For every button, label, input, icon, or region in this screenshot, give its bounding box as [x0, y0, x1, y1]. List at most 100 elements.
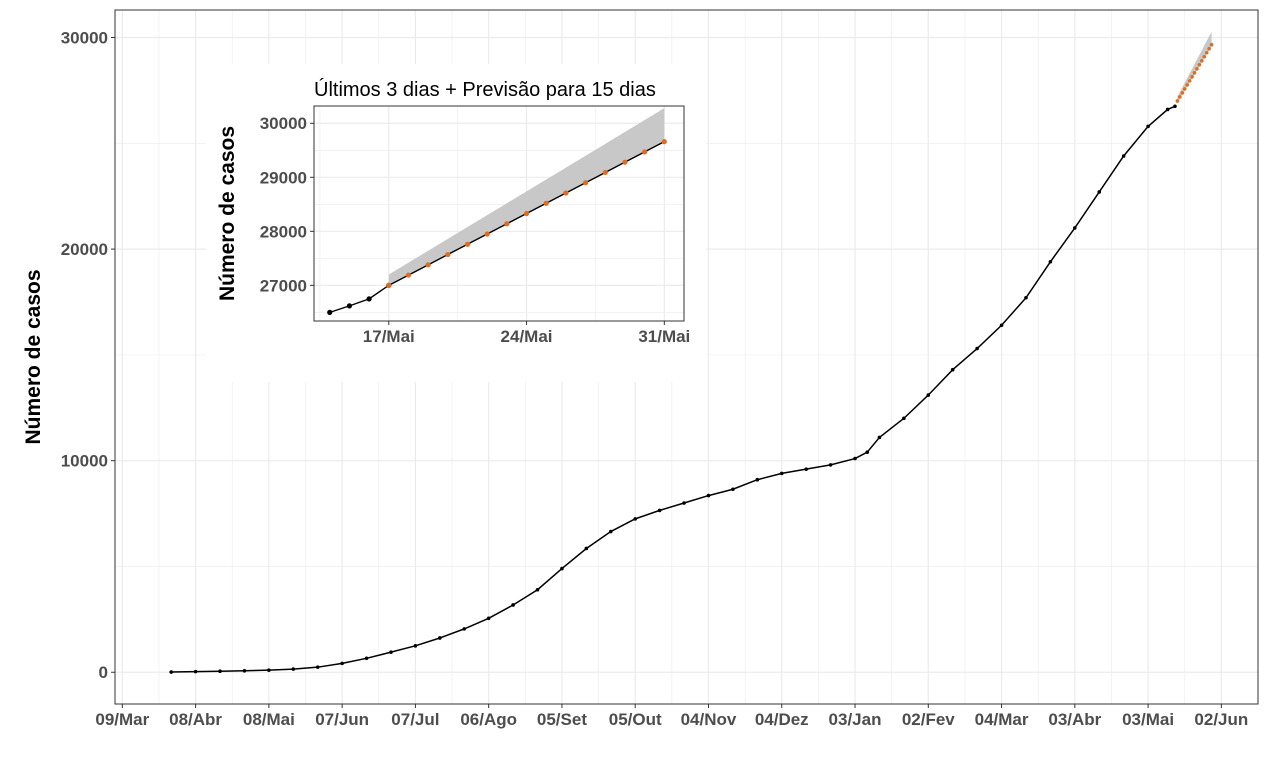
main-x-tick-label: 09/Mar	[95, 710, 149, 729]
main-observed-point	[975, 346, 979, 351]
main-forecast-point	[1175, 99, 1180, 103]
main-observed-point	[584, 546, 589, 551]
main-observed-point	[779, 471, 784, 476]
inset-y-tick-label: 30000	[260, 114, 307, 133]
inset-forecast-point	[504, 221, 510, 227]
main-observed-point	[364, 656, 369, 661]
main-y-tick-label: 0	[99, 663, 108, 682]
main-x-tick-label: 03/Mai	[1122, 710, 1174, 729]
main-forecast-point	[1192, 71, 1197, 75]
main-observed-point	[706, 493, 711, 498]
inset-forecast-point	[425, 262, 431, 268]
inset-forecast-point	[602, 169, 608, 176]
inset-forecast-point	[661, 139, 667, 145]
inset-forecast-point	[582, 180, 589, 186]
main-observed-point	[193, 669, 198, 674]
main-observed-point	[535, 587, 540, 592]
main-observed-point	[731, 487, 735, 492]
inset-x-tick-label: 31/Mai	[638, 327, 690, 346]
inset-forecast-point	[464, 241, 471, 247]
main-x-tick-label: 03/Jan	[829, 710, 882, 729]
main-observed-point	[389, 650, 393, 654]
main-forecast-point	[1200, 58, 1204, 63]
inset-y-tick-label: 29000	[260, 168, 307, 187]
main-x-tick-label: 07/Jun	[315, 710, 369, 729]
main-x-tick-label: 02/Fev	[902, 710, 955, 729]
main-y-tick-label: 30000	[61, 28, 108, 47]
inset-forecast-point	[563, 190, 569, 196]
main-forecast-point	[1180, 91, 1185, 95]
main-forecast-point	[1195, 67, 1199, 71]
inset-forecast-point	[386, 282, 392, 288]
main-observed-point	[169, 670, 173, 674]
inset-y-tick-label: 28000	[260, 222, 307, 241]
main-observed-point	[218, 669, 222, 674]
main-observed-point	[1121, 154, 1126, 158]
main-observed-line	[171, 105, 1176, 673]
main-y-axis-title: Número de casos	[22, 269, 45, 444]
main-observed-point	[682, 501, 686, 505]
main-forecast-point	[1187, 79, 1192, 83]
main-x-tick-label: 04/Dez	[755, 710, 809, 729]
inset-observed-point	[366, 296, 372, 302]
inset-forecast-point	[484, 231, 490, 237]
main-observed-point	[633, 517, 638, 521]
main-observed-point	[657, 508, 662, 513]
main-forecast-point	[1209, 42, 1214, 47]
main-observed-point	[950, 367, 955, 372]
main-observed-point	[1173, 104, 1177, 109]
main-x-tick-label: 05/Set	[537, 710, 587, 729]
main-panel-border	[114, 9, 1259, 705]
main-observed-point	[999, 323, 1004, 328]
main-x-tick-label: 04/Nov	[681, 710, 737, 729]
main-x-tick-label: 02/Jun	[1194, 710, 1248, 729]
main-forecast-point	[1202, 54, 1207, 59]
inset-x-tick-label: 17/Mai	[363, 327, 415, 346]
main-x-tick-label: 07/Jul	[391, 710, 439, 729]
main-observed-point	[902, 416, 906, 421]
main-observed-point	[926, 393, 931, 397]
inset-forecast-point	[445, 251, 451, 258]
main-observed-point	[291, 667, 296, 671]
main-y-tick-label: 20000	[61, 240, 108, 259]
main-panel: 0 10000 20000 30000 09/Mar 08/Abr 08/Mai 07/Jun…	[22, 9, 1259, 729]
inset-forecast-band	[388, 108, 665, 286]
main-forecast-point	[1178, 95, 1182, 99]
main-observed-point	[1048, 259, 1053, 264]
main-observed-point	[340, 661, 344, 666]
main-observed-point	[828, 463, 833, 467]
main-observed-point	[877, 435, 882, 440]
main-y-tick-label: 10000	[61, 452, 108, 471]
inset-panel: 27000 28000 29000 30000 17/Mai 24/Mai 31/Mai Nú…	[216, 78, 690, 346]
main-forecast-point	[1185, 83, 1189, 87]
main-x-tick-label: 05/Out	[609, 710, 662, 729]
main-observed-point	[462, 627, 467, 631]
inset-observed-line	[329, 284, 390, 314]
inset-forecast-point	[622, 159, 628, 165]
main-observed-point	[267, 668, 271, 672]
main-forecast-point	[1207, 46, 1211, 51]
inset-forecast-point	[405, 272, 412, 278]
main-x-tick-label: 04/Mar	[975, 710, 1029, 729]
inset-y-tick-label: 27000	[260, 276, 307, 295]
inset-forecast-point	[642, 149, 648, 155]
main-forecast-point	[1190, 75, 1194, 79]
main-forecast-point	[1204, 50, 1209, 55]
main-forecast-point	[1197, 63, 1202, 67]
main-observed-point	[608, 529, 613, 534]
main-x-tick-label: 03/Abr	[1048, 710, 1101, 729]
main-x-tick-label: 06/Ago	[460, 710, 517, 729]
main-observed-point	[315, 665, 320, 669]
main-observed-point	[1024, 295, 1028, 300]
main-x-tick-label: 08/Abr	[169, 710, 222, 729]
inset-panel-border	[313, 105, 685, 322]
main-observed-point	[865, 450, 870, 455]
main-forecast-point	[1182, 87, 1187, 91]
inset-observed-point	[346, 303, 353, 309]
inset-y-axis-title: Número de casos	[216, 126, 239, 301]
main-observed-point	[804, 467, 808, 471]
main-observed-point	[413, 644, 418, 648]
main-observed-point	[1073, 226, 1077, 230]
main-x-tick-label: 08/Mai	[243, 710, 295, 729]
main-observed-point	[1146, 124, 1150, 129]
